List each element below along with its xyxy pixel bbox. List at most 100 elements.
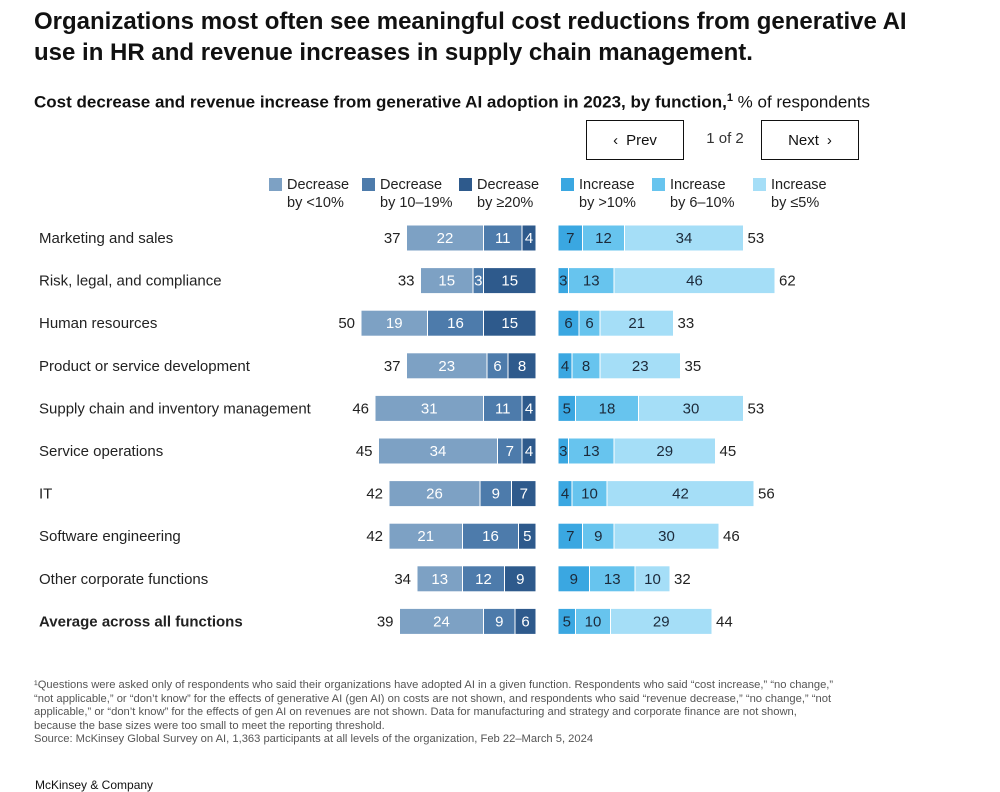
bar-segment-increase (599, 352, 681, 380)
legend-swatch (362, 178, 375, 191)
prev-button[interactable]: ‹ Prev (586, 120, 684, 160)
bar-total-label: 56 (758, 486, 775, 503)
bar-segment-decrease (416, 565, 463, 593)
bar-value-label: 13 (583, 273, 600, 290)
bar-segment-decrease (483, 309, 537, 337)
legend-label: by ≤5% (771, 195, 820, 211)
bar-total-label: 45 (356, 443, 373, 460)
bar-segment-decrease (374, 394, 484, 422)
legend-label: by 10–19% (380, 195, 453, 211)
chevron-right-icon: › (826, 131, 832, 149)
bar-segment-increase (557, 565, 590, 593)
bar-value-label: 15 (501, 273, 518, 290)
bar-value-label: 30 (658, 528, 675, 545)
category-label: Risk, legal, and compliance (39, 273, 222, 290)
bar-value-label: 29 (653, 613, 670, 630)
legend-swatch (753, 178, 766, 191)
subtitle-unit: % of respondents (732, 92, 870, 112)
legend-item-increase-le5: Increase by ≤5% (753, 176, 827, 212)
bar-value-label: 21 (417, 528, 434, 545)
bar-segment-decrease (483, 267, 537, 295)
bar-total-label: 42 (366, 486, 383, 503)
bar-value-label: 24 (433, 613, 450, 630)
legend-item-decrease-ge20: Decrease by ≥20% (459, 176, 539, 212)
bar-segment-decrease (507, 352, 537, 380)
bar-segment-decrease (399, 607, 484, 635)
bar-total-label: 37 (384, 358, 401, 375)
bar-value-label: 10 (581, 486, 598, 503)
bar-total-label: 45 (720, 443, 737, 460)
bar-value-label: 46 (686, 273, 703, 290)
bar-value-label: 19 (386, 315, 403, 332)
bar-segment-decrease (427, 309, 484, 337)
bar-total-label: 32 (674, 571, 691, 588)
bar-value-label: 30 (683, 400, 700, 417)
bar-value-label: 3 (559, 443, 567, 460)
next-button-label: Next (788, 131, 819, 149)
legend-label: by 6–10% (670, 195, 735, 211)
bar-value-label: 6 (564, 315, 572, 332)
bar-value-label: 23 (632, 358, 649, 375)
bar-value-label: 7 (506, 443, 514, 460)
bar-segment-decrease (479, 480, 512, 508)
bar-value-label: 10 (644, 571, 661, 588)
bar-total-label: 50 (338, 315, 355, 332)
category-label: Other corporate functions (39, 571, 208, 588)
category-label: Marketing and sales (39, 230, 173, 247)
bar-segment-decrease (388, 522, 463, 550)
bar-value-label: 4 (525, 400, 533, 417)
page-indicator: 1 of 2 (706, 130, 744, 147)
prev-button-label: Prev (626, 131, 657, 149)
bar-value-label: 8 (518, 358, 526, 375)
subtitle-main: Cost decrease and revenue increase from … (34, 92, 727, 112)
bar-segment-increase (582, 224, 625, 252)
bar-total-label: 46 (352, 400, 369, 417)
bar-value-label: 4 (561, 358, 569, 375)
bar-value-label: 23 (438, 358, 455, 375)
bar-segment-increase (610, 607, 713, 635)
bar-value-label: 6 (585, 315, 593, 332)
bar-segment-decrease (388, 480, 481, 508)
bar-total-label: 62 (779, 273, 796, 290)
chevron-left-icon: ‹ (613, 131, 619, 149)
footnote-line: “not applicable,” or “don’t know” for th… (34, 692, 832, 705)
legend-label: by <10% (287, 195, 344, 211)
bar-value-label: 6 (521, 613, 529, 630)
bar-segment-decrease (420, 267, 474, 295)
next-button[interactable]: Next › (761, 120, 859, 160)
bar-value-label: 13 (583, 443, 600, 460)
bar-segment-decrease (406, 224, 484, 252)
legend-label: Increase (579, 177, 635, 193)
bar-value-label: 26 (426, 486, 443, 503)
bar-segment-decrease (462, 565, 505, 593)
bar-value-label: 5 (523, 528, 531, 545)
bar-value-label: 34 (676, 230, 693, 247)
bar-total-label: 37 (384, 230, 401, 247)
footnote-marker: 1 (726, 92, 733, 104)
bar-segment-increase (613, 267, 776, 295)
bar-value-label: 5 (563, 613, 571, 630)
bar-value-label: 3 (559, 273, 567, 290)
bar-value-label: 42 (672, 486, 689, 503)
category-label: IT (39, 486, 52, 503)
bar-value-label: 10 (585, 613, 602, 630)
bar-total-label: 44 (716, 613, 733, 630)
bar-value-label: 18 (599, 400, 616, 417)
bar-value-label: 21 (628, 315, 645, 332)
bar-total-label: 46 (723, 528, 740, 545)
bar-segment-increase (634, 565, 671, 593)
bar-segment-decrease (504, 565, 537, 593)
category-label: Product or service development (39, 358, 251, 375)
bar-value-label: 11 (495, 400, 511, 417)
footnote-line: ¹Questions were asked only of respondent… (34, 679, 834, 691)
bar-value-label: 9 (570, 571, 578, 588)
bar-value-label: 4 (525, 230, 533, 247)
legend-label: Decrease (477, 177, 540, 193)
bar-value-label: 7 (566, 230, 574, 247)
bar-value-label: 9 (516, 571, 524, 588)
bar-segment-increase (557, 522, 583, 550)
chart-headline: Organizations most often see meaningful … (34, 8, 907, 66)
bar-value-label: 34 (430, 443, 447, 460)
legend-label: Increase (771, 177, 827, 193)
bar-value-label: 31 (421, 400, 438, 417)
